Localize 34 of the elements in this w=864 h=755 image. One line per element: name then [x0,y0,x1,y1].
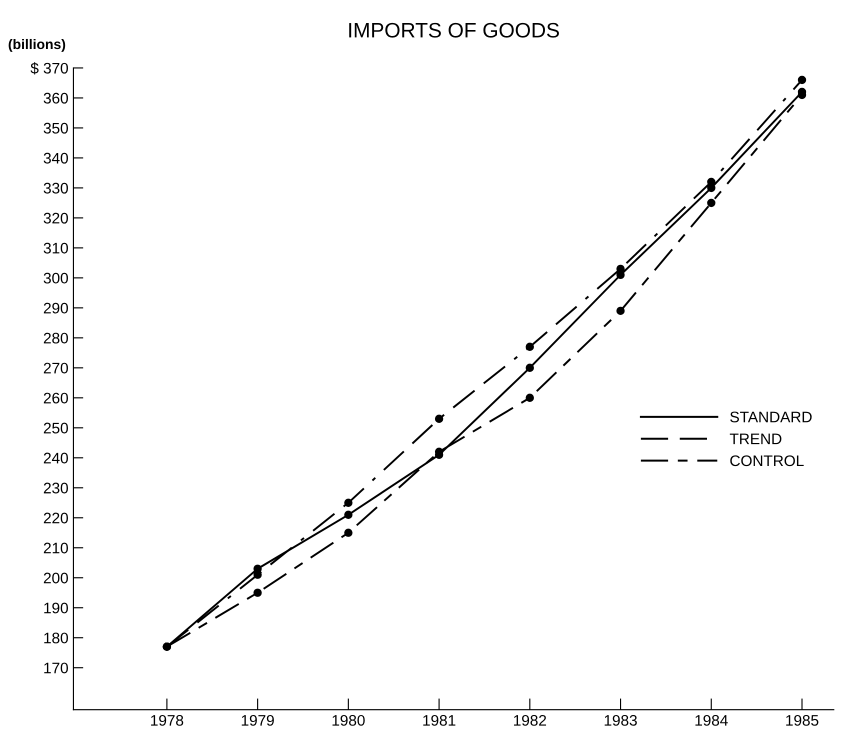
y-tick-label: 270 [44,362,68,374]
legend-label: CONTROL [730,455,804,466]
x-tick-label: 1984 [695,714,728,726]
x-tick-label: 1979 [242,714,274,726]
x-tick-label: 1981 [423,714,456,726]
y-tick-label: 330 [44,182,68,194]
legend-label: STANDARD [730,412,812,422]
y-tick-label: 280 [44,332,68,344]
y-tick-label: 200 [44,572,68,584]
y-tick-label: 230 [44,482,68,494]
y-axis-title: (billions) [8,38,66,52]
y-tick-label: 290 [44,302,68,314]
x-tick-label: 1985 [786,714,818,726]
y-tick-label: 170 [44,662,68,674]
y-tick-label: 350 [44,122,68,134]
y-tick-label: 340 [44,152,68,164]
y-tick-label: $ 370 [30,62,68,75]
legend-label: TREND [730,434,782,444]
x-tick-label: 1983 [604,714,637,726]
y-tick-label: 180 [44,632,68,644]
y-tick-label: 250 [44,422,68,434]
chart-title: IMPORTS OF GOODS [349,22,559,38]
y-tick-label: 260 [44,392,68,404]
y-tick-label: 210 [44,542,68,554]
x-tick-label: 1982 [514,714,546,726]
x-tick-label: 1978 [151,714,184,726]
y-tick-label: 220 [44,512,68,524]
y-tick-label: 310 [44,242,68,254]
x-tick-label: 1980 [332,714,365,726]
y-tick-label: 360 [44,92,68,104]
y-tick-label: 190 [44,602,68,614]
y-tick-label: 240 [44,452,68,464]
y-tick-label: 320 [44,212,68,224]
y-tick-label: 300 [44,272,68,284]
